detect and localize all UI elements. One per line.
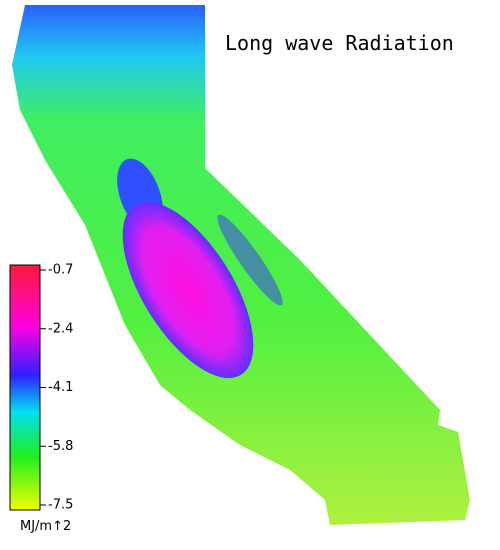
sierra-band xyxy=(217,214,283,306)
central-valley xyxy=(122,201,254,379)
colorbar-tick-label: -5.8 xyxy=(48,439,73,454)
colorbar-unit: MJ/m↑2 xyxy=(20,519,71,534)
colorbar xyxy=(9,264,41,511)
colorbar-tick-label: -7.5 xyxy=(48,498,73,513)
colorbar-tick-label: -2.4 xyxy=(48,321,73,336)
colorbar-tick-label: -4.1 xyxy=(48,380,73,395)
map-title: Long wave Radiation xyxy=(225,31,454,55)
california-map xyxy=(12,5,470,525)
colorbar-tick-label: -0.7 xyxy=(48,263,73,278)
